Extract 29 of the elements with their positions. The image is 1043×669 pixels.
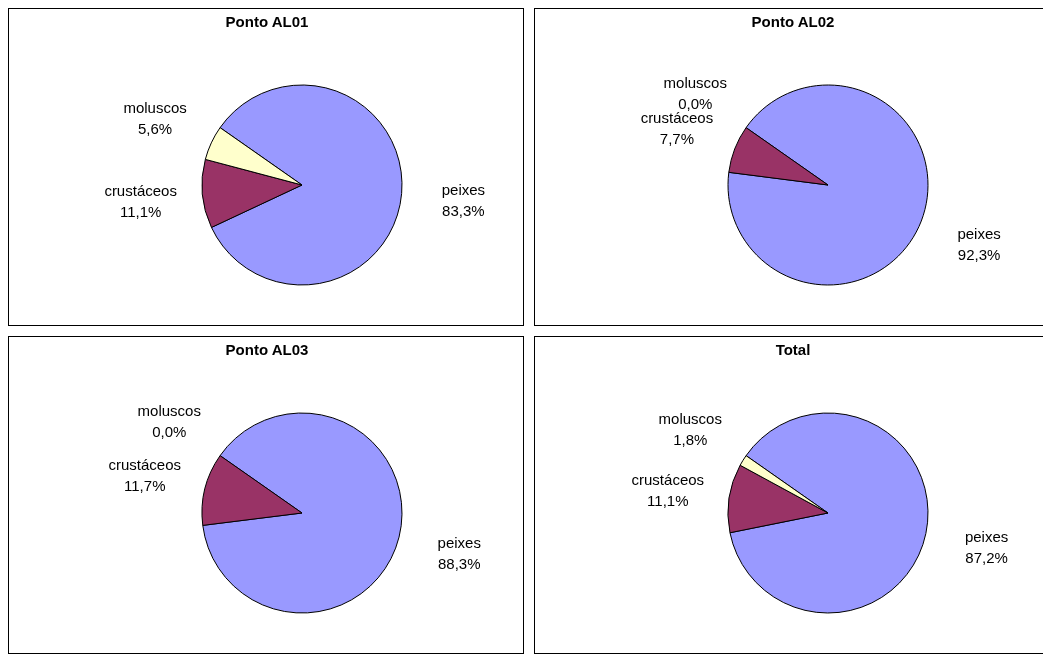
category-label: moluscos [137,402,201,420]
data-label: 83,3% [442,201,485,219]
data-label: 5,6% [137,119,173,137]
data-label: 11,1% [119,202,162,220]
text: 0,0% [152,423,187,441]
data-label: 87,2% [965,549,1008,567]
slice-label: moluscos [123,98,187,116]
chart-title: Total [774,341,812,358]
data-label: 7,7% [659,129,694,147]
slice-label: crustáceos [104,181,177,199]
data-label: 11,7% [124,476,166,494]
slice-label: crustáceos [108,455,182,473]
chart-title: Ponto AL02 [750,13,836,30]
data-label: 88,3% [437,555,481,573]
data-label: 11,1% [647,491,689,509]
chart-title: Ponto AL01 [224,13,310,30]
slice-label: peixes [441,180,486,198]
pie-slice [727,84,929,286]
slice-label: peixes [964,528,1009,546]
slice-label: moluscos [658,409,722,427]
category-label: moluscos [663,74,727,92]
slice-label: peixes [957,225,1001,243]
data-label: 1,8% [673,430,708,448]
pie-slice [202,412,403,614]
chart-title: Ponto AL03 [224,341,310,358]
slice-label: crustáceos [631,470,705,488]
pie-slice [729,412,929,614]
slice-label: peixes [437,534,481,552]
data-label: 92,3% [957,246,1001,264]
